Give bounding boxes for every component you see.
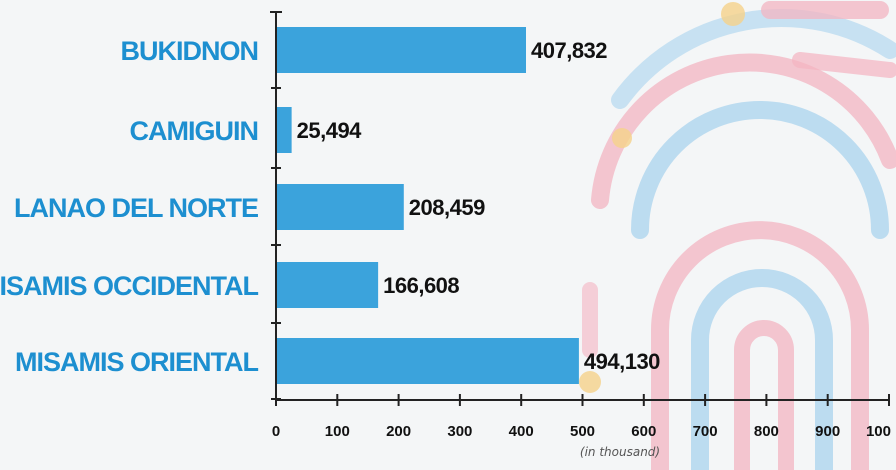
category-label: MISAMIS OCCIDENTAL: [0, 271, 258, 301]
category-labels: BUKIDNON CAMIGUIN LANAO DEL NORTE MISAMIS O…: [0, 36, 259, 377]
x-tick-label: 300: [447, 423, 472, 440]
x-tick-label: 800: [754, 423, 779, 440]
category-label: BUKIDNON: [121, 36, 259, 66]
x-tick-label: 100: [325, 423, 350, 440]
bar-value-label: 407,832: [531, 38, 607, 63]
x-tick-label: 500: [570, 423, 595, 440]
bar-value-label: 166,608: [383, 273, 459, 298]
x-tick-label: 900: [815, 423, 840, 440]
x-tick-label: 0: [272, 423, 280, 440]
x-axis-unit-label: (in thousand): [580, 445, 660, 459]
value-labels: 407,832 25,494 208,459 166,608 494,130: [297, 38, 661, 374]
fingerprint-decoration: [579, 1, 896, 470]
bar: [276, 262, 379, 308]
category-label: LANAO DEL NORTE: [14, 193, 258, 223]
bar-value-label: 494,130: [584, 349, 660, 374]
x-tick-label: 200: [386, 423, 411, 440]
x-tick-label: 700: [693, 423, 718, 440]
bar: [276, 27, 527, 73]
category-label: CAMIGUIN: [130, 116, 259, 146]
bar: [276, 184, 404, 230]
bar: [276, 107, 292, 153]
category-label: MISAMIS ORIENTAL: [15, 347, 258, 377]
bar: [276, 338, 579, 384]
x-tick-label: 100: [866, 423, 891, 440]
bar-value-label: 25,494: [297, 118, 363, 143]
bar-value-label: 208,459: [409, 195, 485, 220]
x-tick-label: 400: [509, 423, 534, 440]
x-tick-label: 600: [631, 423, 656, 440]
x-axis-ticks: 0 100 200 300 400 500 600 700 800 900 100: [272, 394, 891, 440]
bar-series: [276, 27, 579, 384]
